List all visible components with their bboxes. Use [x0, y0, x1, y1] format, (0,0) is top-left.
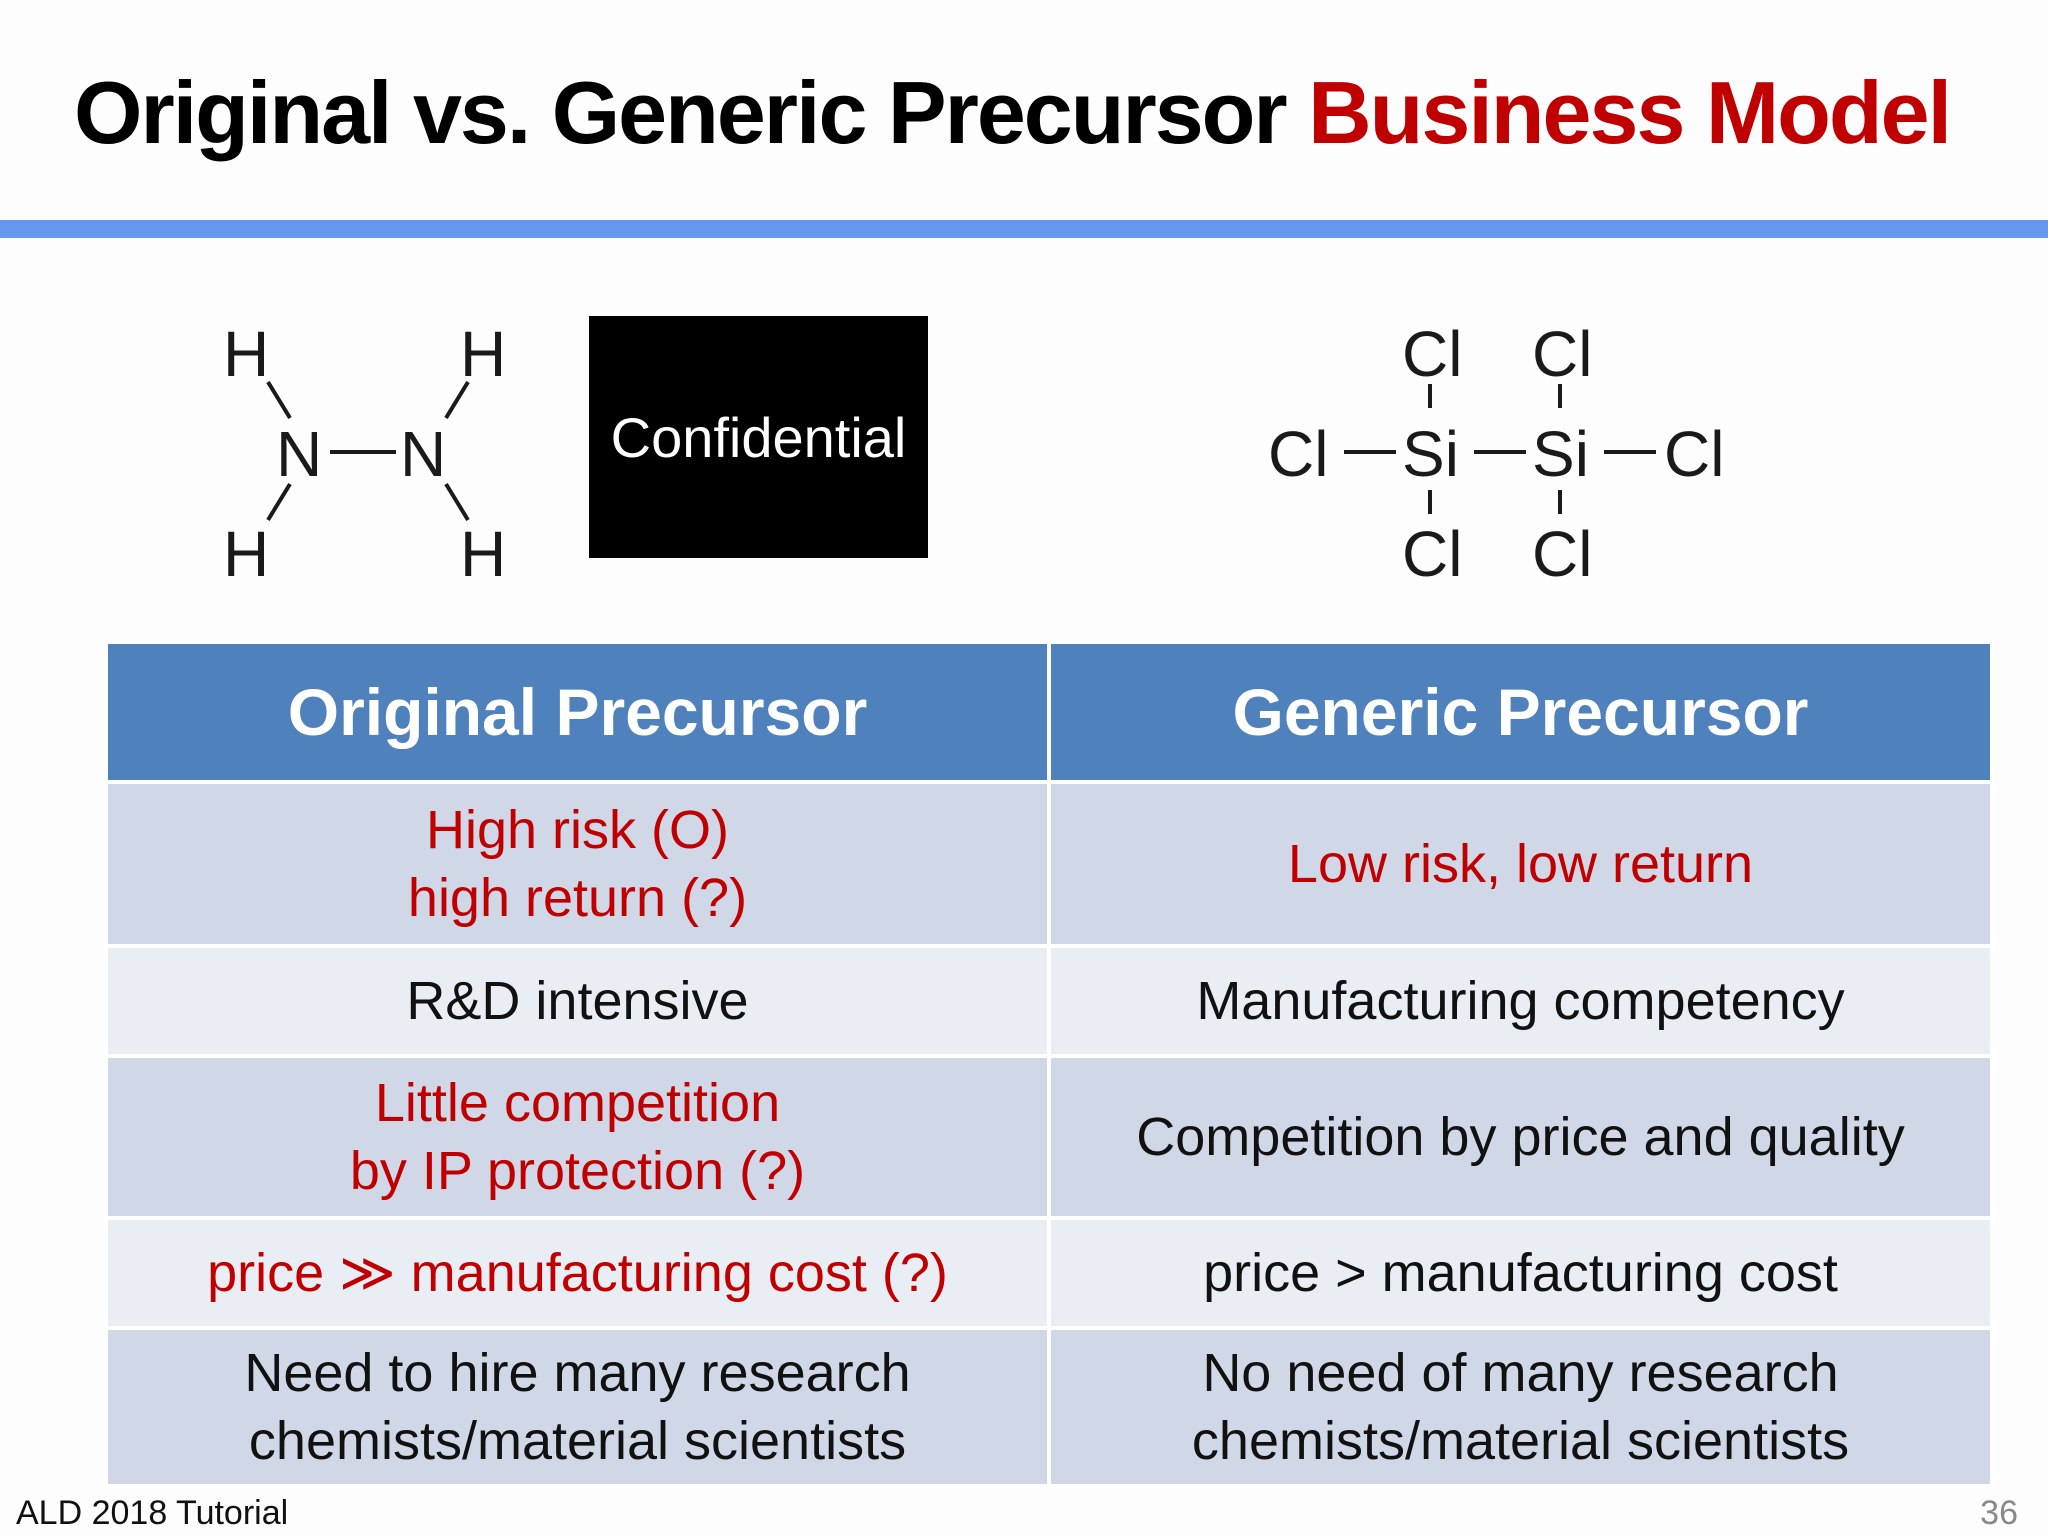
table-row: High risk (O) high return (?) Low risk, lo… [104, 780, 1994, 948]
table-row: Need to hire many research chemists/mater… [104, 1326, 1994, 1488]
cell-generic: Manufacturing competency [1047, 944, 1994, 1058]
cell-line: chemists/material scientists [248, 1411, 907, 1471]
cell-line: price > manufacturing cost [1203, 1243, 1838, 1303]
cell-original: High risk (O) high return (?) [104, 780, 1051, 948]
hcds-atom: Cl [1664, 418, 1724, 490]
hydrazine-atom: N [276, 418, 322, 490]
confidential-box: Confidential [589, 316, 928, 558]
table-row: R&D intensive Manufacturing competency [104, 944, 1994, 1058]
slide-title: Original vs. Generic Precursor Business … [74, 58, 1994, 168]
table-header-row: Original Precursor Generic Precursor [104, 640, 1994, 784]
table-row: price ≫ manufacturing cost (?) price > ma… [104, 1216, 1994, 1330]
comparison-table: Original Precursor Generic Precursor Hig… [104, 640, 1994, 1488]
cell-line: Little competition [374, 1073, 781, 1133]
hydrazine-structure: H H N N H H [200, 300, 540, 600]
cell-line: R&D intensive [406, 971, 749, 1031]
cell-line: chemists/material scientists [1191, 1411, 1850, 1471]
cell-line: high return (?) [407, 868, 748, 928]
hcds-atom: Cl [1402, 518, 1462, 590]
cell-line: Manufacturing competency [1196, 971, 1845, 1031]
cell-line: Competition by price and quality [1136, 1107, 1905, 1167]
cell-generic: Competition by price and quality [1047, 1054, 1994, 1220]
hydrazine-atom: H [460, 318, 506, 390]
hydrazine-atom: H [223, 318, 269, 390]
table-body: High risk (O) high return (?) Low risk, lo… [104, 780, 1994, 1488]
cell-line: Need to hire many research [244, 1343, 911, 1403]
hcds-atom: Cl [1532, 318, 1592, 390]
cell-line: Low risk, low return [1287, 834, 1754, 894]
cell-original: R&D intensive [104, 944, 1051, 1058]
table-row: Little competition by IP protection (?) Co… [104, 1054, 1994, 1220]
cell-generic: No need of many research chemists/materia… [1047, 1326, 1994, 1488]
hcds-atom: Si [1532, 418, 1589, 490]
hexachlorodisilane-structure: Cl Cl Cl Si Si Cl Cl Cl [1260, 300, 1740, 600]
confidential-label: Confidential [610, 405, 907, 469]
title-rule [0, 220, 2048, 238]
cell-line: No need of many research [1202, 1343, 1839, 1403]
hydrazine-atom: N [400, 418, 446, 490]
hcds-bonds [1344, 384, 1656, 514]
hcds-atom: Cl [1268, 418, 1328, 490]
cell-original: price ≫ manufacturing cost (?) [104, 1216, 1051, 1330]
cell-line: High risk (O) [425, 800, 729, 860]
hydrazine-atom: H [460, 518, 506, 590]
cell-line: by IP protection (?) [349, 1141, 806, 1201]
hydrazine-bonds [266, 380, 470, 522]
hcds-atom: Si [1402, 418, 1459, 490]
cell-original: Need to hire many research chemists/mater… [104, 1326, 1051, 1488]
cell-line: price ≫ manufacturing cost (?) [207, 1243, 948, 1303]
page-number: 36 [1980, 1494, 2018, 1532]
hcds-atom: Cl [1532, 518, 1592, 590]
hydrazine-atom: H [223, 518, 269, 590]
header-original: Original Precursor [104, 640, 1051, 784]
title-accent: Business Model [1308, 63, 1952, 162]
cell-generic: Low risk, low return [1047, 780, 1994, 948]
hcds-atom: Cl [1402, 318, 1462, 390]
cell-generic: price > manufacturing cost [1047, 1216, 1994, 1330]
title-main: Original vs. Generic Precursor [74, 63, 1309, 162]
header-generic: Generic Precursor [1047, 640, 1994, 784]
cell-original: Little competition by IP protection (?) [104, 1054, 1051, 1220]
footer-event-label: ALD 2018 Tutorial [16, 1494, 289, 1532]
